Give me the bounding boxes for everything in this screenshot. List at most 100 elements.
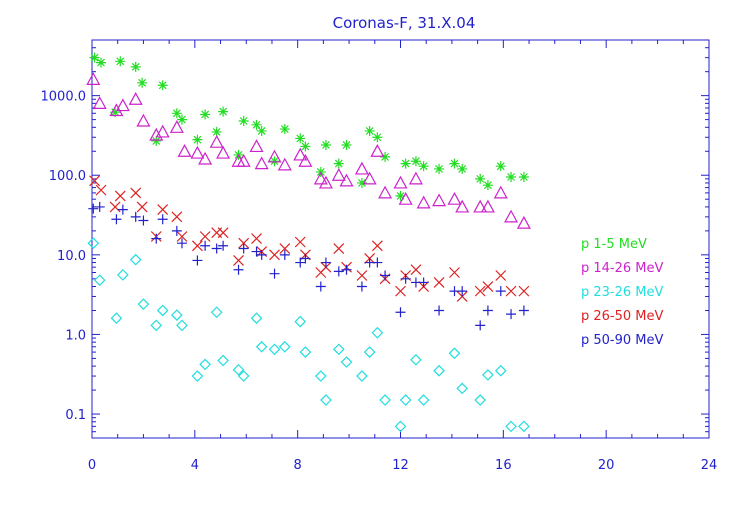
data-point	[267, 149, 282, 163]
data-point	[251, 119, 262, 130]
x-tick-label: 4	[191, 458, 199, 473]
data-point	[157, 80, 168, 91]
data-point	[480, 199, 495, 213]
data-point	[130, 61, 141, 72]
data-point	[482, 281, 494, 292]
data-point	[432, 193, 447, 207]
data-point	[137, 77, 148, 88]
x-tick-label: 20	[598, 458, 615, 473]
data-point	[251, 233, 262, 245]
data-point	[151, 135, 162, 146]
data-point	[191, 370, 204, 382]
data-point	[371, 240, 383, 252]
data-point	[410, 156, 421, 167]
data-point	[86, 72, 101, 85]
data-point	[237, 370, 250, 382]
data-point	[190, 145, 205, 159]
data-point	[217, 354, 229, 367]
data-point	[176, 238, 187, 249]
data-point	[129, 253, 142, 266]
series-4	[88, 201, 529, 331]
data-point	[236, 153, 251, 167]
data-point	[128, 92, 143, 105]
data-point	[379, 394, 391, 406]
axes: 0 4 8 12 16 20 24 0.1 1.0 10.0 100.0 1000.0	[41, 39, 718, 473]
data-point	[176, 319, 188, 332]
data-point	[279, 124, 290, 135]
series-3	[89, 175, 530, 302]
data-point	[395, 190, 406, 201]
data-point	[504, 209, 519, 223]
data-point	[293, 147, 308, 161]
data-point	[176, 231, 188, 242]
data-point	[211, 243, 222, 254]
data-point	[269, 156, 280, 167]
data-point	[457, 163, 468, 174]
y-tick-label: 1.0	[65, 328, 86, 343]
data-point	[320, 394, 332, 406]
data-point	[408, 171, 423, 185]
data-point	[136, 201, 148, 213]
data-point	[433, 277, 445, 288]
data-point	[110, 312, 123, 325]
data-point	[279, 243, 291, 254]
data-point	[170, 309, 183, 321]
data-point	[176, 114, 187, 125]
data-point	[320, 257, 331, 268]
data-point	[380, 151, 391, 162]
data-point	[238, 237, 250, 249]
data-point	[115, 56, 126, 67]
data-point	[356, 177, 367, 188]
data-point	[218, 240, 229, 251]
data-point	[169, 120, 184, 133]
x-tick-label: 12	[392, 458, 409, 473]
data-point	[340, 356, 353, 368]
data-point	[295, 257, 306, 268]
data-point	[433, 364, 445, 377]
data-point	[493, 185, 508, 199]
data-point	[455, 199, 470, 213]
data-point	[218, 106, 229, 117]
data-point	[111, 214, 122, 225]
x-tick-label: 24	[701, 458, 718, 473]
data-point	[256, 125, 267, 136]
data-point	[200, 240, 211, 251]
data-point	[331, 167, 346, 181]
data-point	[333, 266, 344, 277]
data-point	[295, 133, 306, 144]
data-point	[298, 153, 313, 167]
data-point	[495, 286, 506, 297]
data-point	[150, 319, 163, 332]
data-point	[495, 270, 507, 281]
data-point	[94, 201, 105, 212]
data-point	[209, 134, 224, 148]
data-point	[232, 363, 245, 376]
data-point	[156, 304, 169, 317]
data-point	[418, 161, 429, 172]
data-point	[449, 267, 460, 278]
series-1	[86, 72, 531, 229]
data-point	[372, 257, 383, 268]
data-point	[149, 127, 164, 141]
data-point	[399, 394, 412, 406]
data-point	[199, 358, 211, 371]
data-point	[394, 420, 407, 433]
data-point	[277, 157, 292, 171]
data-marks	[86, 52, 531, 433]
chart-title: Coronas-F, 31.X.04	[333, 14, 476, 32]
y-tick-label: 10.0	[57, 249, 86, 264]
data-point	[278, 340, 291, 353]
data-point	[136, 113, 151, 127]
data-point	[268, 343, 281, 356]
data-point	[482, 305, 493, 316]
data-point	[434, 163, 445, 174]
data-point	[233, 255, 244, 266]
data-point	[518, 305, 529, 316]
data-point	[505, 420, 517, 433]
data-point	[109, 201, 121, 213]
data-point	[89, 175, 100, 187]
data-point	[92, 96, 107, 109]
data-point	[364, 125, 375, 136]
data-point	[279, 249, 290, 260]
data-point	[482, 180, 493, 191]
